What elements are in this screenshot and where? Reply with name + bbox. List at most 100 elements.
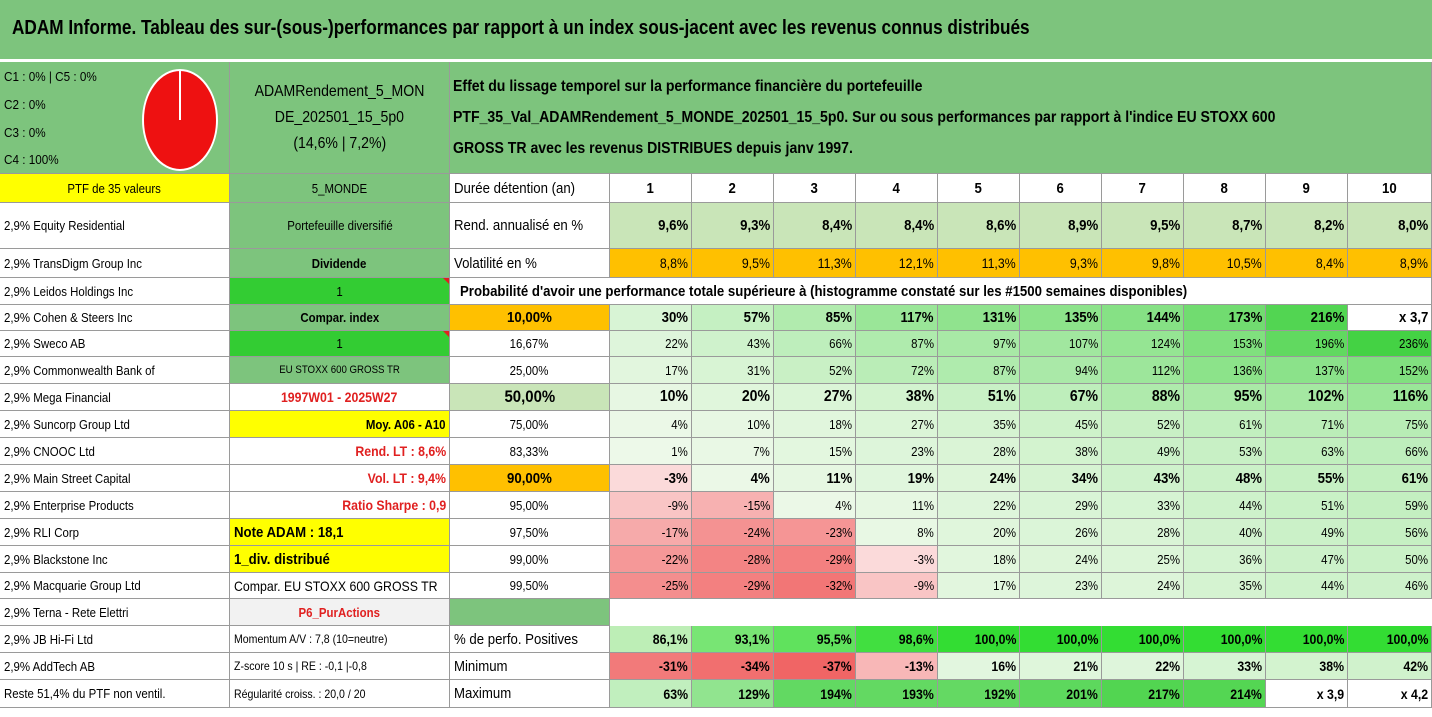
probability-cell: 10% (610, 384, 692, 411)
positive-perf-cell: 100,0% (938, 626, 1020, 653)
description-box: Effet du lissage temporel sur la perform… (450, 62, 1432, 174)
probability-cell: 75% (1348, 411, 1432, 438)
minimum-cell: 38% (1266, 653, 1348, 680)
probability-cell: 4% (774, 492, 856, 519)
probability-cell: 152% (1348, 357, 1432, 384)
probability-cell: 15% (774, 438, 856, 465)
probability-cell: 131% (938, 305, 1020, 331)
probability-cell: 22% (938, 492, 1020, 519)
probability-cell: 31% (692, 357, 774, 384)
probability-cell: 87% (856, 331, 938, 357)
probability-threshold: 83,33% (450, 438, 610, 465)
year-header: 9 (1266, 174, 1348, 203)
holding-row: 2,9% TransDigm Group Inc (0, 249, 230, 278)
probability-cell: 56% (1348, 519, 1432, 546)
maximum-cell: 193% (856, 680, 938, 708)
minimum-cell: 21% (1020, 653, 1102, 680)
probability-cell: -9% (856, 573, 938, 599)
info-cell: 1 (230, 278, 450, 305)
probability-cell: 4% (610, 411, 692, 438)
probability-cell: 28% (938, 438, 1020, 465)
vol-cell: 9,5% (692, 249, 774, 278)
probability-threshold: 95,00% (450, 492, 610, 519)
probability-threshold: 90,00% (450, 465, 610, 492)
probability-cell: 48% (1184, 465, 1266, 492)
minimum-cell: -34% (692, 653, 774, 680)
probability-cell: 85% (774, 305, 856, 331)
probability-cell: 27% (856, 411, 938, 438)
probability-cell: 24% (1102, 573, 1184, 599)
probability-cell: 63% (1266, 438, 1348, 465)
probability-cell: 35% (938, 411, 1020, 438)
probability-cell: 50% (1348, 546, 1432, 573)
probability-cell: 95% (1184, 384, 1266, 411)
vol-label: Volatilité en % (450, 249, 610, 278)
probability-cell: 23% (856, 438, 938, 465)
minimum-cell: 16% (938, 653, 1020, 680)
probability-cell: 43% (1102, 465, 1184, 492)
maximum-cell: x 4,2 (1348, 680, 1432, 708)
maximum-cell: 217% (1102, 680, 1184, 708)
probability-cell: 216% (1266, 305, 1348, 331)
holding-row: 2,9% Mega Financial (0, 384, 230, 411)
probability-cell: 43% (692, 331, 774, 357)
holding-row: 2,9% JB Hi-Fi Ltd (0, 626, 230, 653)
year-header: 3 (774, 174, 856, 203)
probability-threshold: 50,00% (450, 384, 610, 411)
separator-swatch (450, 599, 610, 626)
description-line-1: Effet du lissage temporel sur la perform… (453, 78, 923, 95)
vol-cell: 9,3% (1020, 249, 1102, 278)
probability-threshold: 10,00% (450, 305, 610, 331)
probability-cell: 52% (774, 357, 856, 384)
probability-cell: 19% (856, 465, 938, 492)
probability-cell: 24% (938, 465, 1020, 492)
rend-label: Rend. annualisé en % (450, 203, 610, 249)
info-cell: 1997W01 - 2025W27 (230, 384, 450, 411)
probability-cell: 26% (1020, 519, 1102, 546)
positive-perf-cell: 95,5% (774, 626, 856, 653)
probability-cell: 29% (1020, 492, 1102, 519)
positive-perf-cell: 98,6% (856, 626, 938, 653)
positive-perf-cell: 86,1% (610, 626, 692, 653)
probability-cell: 71% (1266, 411, 1348, 438)
holding-row: 2,9% Suncorp Group Ltd (0, 411, 230, 438)
probability-cell: 20% (938, 519, 1020, 546)
probability-cell: 102% (1266, 384, 1348, 411)
fund-perf-summary: (14,6% | 7,2%) (293, 134, 386, 152)
probability-cell: 57% (692, 305, 774, 331)
probability-cell: 72% (856, 357, 938, 384)
allocation-pie-chart (142, 69, 218, 171)
info-cell: Dividende (230, 249, 450, 278)
probability-cell: 107% (1020, 331, 1102, 357)
vol-cell: 11,3% (938, 249, 1020, 278)
info-cell: 5_MONDE (230, 174, 450, 203)
probability-cell: 44% (1266, 573, 1348, 599)
probability-cell: -23% (774, 519, 856, 546)
probability-cell: 34% (1020, 465, 1102, 492)
info-cell: Vol. LT : 9,4% (230, 465, 450, 492)
probability-cell: -22% (610, 546, 692, 573)
probability-cell: 17% (610, 357, 692, 384)
rend-cell: 8,9% (1020, 203, 1102, 249)
info-cell: Moy. A06 - A10 (230, 411, 450, 438)
rend-cell: 8,4% (856, 203, 938, 249)
year-header: 10 (1348, 174, 1432, 203)
minimum-cell: -13% (856, 653, 938, 680)
probability-cell: 59% (1348, 492, 1432, 519)
holding-row: 2,9% Enterprise Products (0, 492, 230, 519)
legend-line-1: C1 : 0% | C5 : 0% (4, 69, 97, 84)
probability-threshold: 16,67% (450, 331, 610, 357)
info-cell: 1_div. distribué (230, 546, 450, 573)
minimum-cell: 33% (1184, 653, 1266, 680)
info-cell: Régularité croiss. : 20,0 / 20 (230, 680, 450, 708)
holding-row: Reste 51,4% du PTF non ventil. (0, 680, 230, 708)
probability-cell: 66% (774, 331, 856, 357)
probability-cell: 49% (1266, 519, 1348, 546)
positive-perf-cell: 100,0% (1266, 626, 1348, 653)
info-cell: Rend. LT : 8,6% (230, 438, 450, 465)
probability-cell: 55% (1266, 465, 1348, 492)
probability-title: Probabilité d'avoir une performance tota… (450, 278, 1432, 305)
probability-cell: 18% (938, 546, 1020, 573)
title-bar: ADAM Informe. Tableau des sur-(sous-)per… (0, 0, 1432, 62)
minimum-cell: -37% (774, 653, 856, 680)
